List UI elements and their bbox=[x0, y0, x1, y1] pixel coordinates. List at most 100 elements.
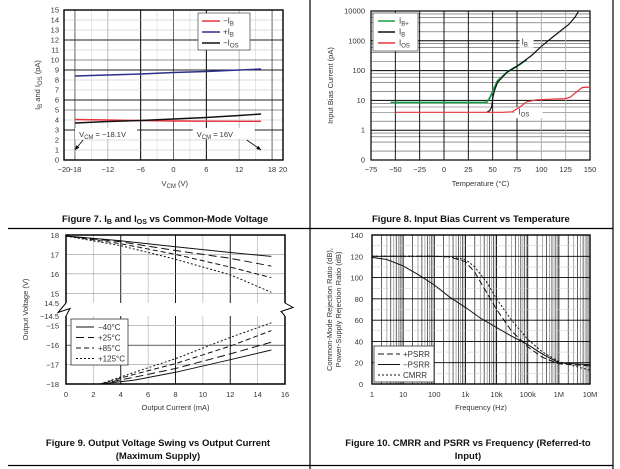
annotation-background bbox=[514, 107, 543, 119]
annotation-ios-sub: OS bbox=[521, 112, 530, 118]
plot-frame bbox=[63, 9, 284, 161]
series-line-lower bbox=[100, 341, 272, 385]
x-tick-label: 10 bbox=[199, 390, 207, 399]
y-tick-label: 0 bbox=[55, 156, 59, 165]
legend-entry: IB+ bbox=[399, 17, 409, 28]
y-tick-label: −16 bbox=[46, 341, 59, 350]
y-tick-label: 2 bbox=[55, 136, 59, 145]
x-tick-label: −6 bbox=[136, 165, 145, 174]
annotation-vcm-part: = 16V bbox=[211, 130, 233, 139]
annotation-arrowhead bbox=[256, 145, 262, 150]
y-tick-label: 100 bbox=[352, 66, 365, 75]
x-tick-label: 6 bbox=[146, 390, 150, 399]
y-tick-label: 1 bbox=[361, 126, 365, 135]
x-axis-label-part: V bbox=[162, 179, 167, 188]
legend-entry-part: I bbox=[399, 17, 401, 26]
y-axis-label-sub: OS bbox=[38, 76, 44, 85]
x-tick-label: 150 bbox=[584, 165, 597, 174]
x-tick-label: −75 bbox=[365, 165, 378, 174]
annotation-vcm-sub: CM bbox=[84, 135, 93, 141]
plot-frame bbox=[370, 10, 591, 161]
legend-entry: −40°C bbox=[98, 323, 121, 332]
annotation-vcm-sub: CM bbox=[202, 135, 211, 141]
x-tick-label: 0 bbox=[442, 165, 446, 174]
x-tick-label: 16 bbox=[281, 390, 289, 399]
y-tick-label: −18 bbox=[46, 380, 59, 389]
y-tick-label: 9 bbox=[55, 66, 59, 75]
plot-frame-lower bbox=[65, 316, 286, 385]
y-tick-label: 0 bbox=[359, 380, 363, 389]
x-tick-label: 10 bbox=[399, 390, 407, 399]
series-line-upper bbox=[65, 235, 272, 293]
y-tick-label: 7 bbox=[55, 86, 59, 95]
x-tick-label: 10M bbox=[583, 390, 598, 399]
annotation-background bbox=[519, 35, 534, 48]
y-tick-label: 12 bbox=[51, 36, 59, 45]
figure-caption-line: Figure 9. Output Voltage Swing vs Output… bbox=[46, 438, 271, 449]
legend-entry-part: I bbox=[399, 28, 401, 37]
figure-caption-part: Figure 7. I bbox=[62, 214, 107, 225]
x-axis-label: Frequency (Hz) bbox=[455, 403, 507, 412]
series-line-upper bbox=[65, 235, 272, 267]
x-tick-label: 12 bbox=[235, 165, 243, 174]
y-tick-label: 18 bbox=[51, 231, 59, 240]
y-tick-label: 1 bbox=[55, 146, 59, 155]
y-tick-label: 60 bbox=[355, 316, 363, 325]
y-tick-label: 120 bbox=[350, 252, 363, 261]
x-tick-label: 12 bbox=[226, 390, 234, 399]
legend-entry: −PSRR bbox=[403, 361, 430, 370]
y-tick-label: 1000 bbox=[348, 36, 365, 45]
y-axis-label-part: I bbox=[33, 108, 42, 110]
series-line bbox=[74, 113, 262, 124]
legend-entry-sub: OS bbox=[230, 44, 239, 50]
x-tick-label: 1k bbox=[461, 390, 469, 399]
y-tick-label: 17 bbox=[51, 250, 59, 259]
y-tick-label: 15 bbox=[51, 289, 59, 298]
annotation-ios: IOS bbox=[518, 107, 529, 118]
x-tick-label: 25 bbox=[464, 165, 472, 174]
series-line-upper bbox=[65, 235, 272, 279]
legend-entry-part: −I bbox=[223, 39, 230, 48]
y-tick-label: 140 bbox=[350, 231, 363, 240]
x-tick-label: 0 bbox=[64, 390, 68, 399]
figure-caption-sub: B bbox=[107, 219, 112, 226]
y-tick-label: 10000 bbox=[344, 7, 365, 16]
y-axis-label: IB and IOS (pA) bbox=[33, 60, 44, 110]
legend-entry: +PSRR bbox=[403, 350, 430, 359]
y-tick-label: 16 bbox=[51, 270, 59, 279]
x-tick-label: 1 bbox=[370, 390, 374, 399]
annotation-background bbox=[192, 128, 255, 139]
figure-caption-line: Input) bbox=[455, 451, 481, 462]
figure-caption-part: vs Common-Mode Voltage bbox=[147, 214, 268, 225]
series-line bbox=[390, 59, 528, 104]
annotation-ios-part: I bbox=[518, 107, 520, 116]
x-tick-label: 20 bbox=[279, 165, 287, 174]
axis-break-left bbox=[56, 302, 72, 317]
figure-caption: Figure 8. Input Bias Current vs Temperat… bbox=[372, 214, 570, 225]
x-tick-label: −18 bbox=[69, 165, 82, 174]
figure-caption-part: and I bbox=[112, 214, 137, 225]
legend-entry-sub: B bbox=[230, 22, 234, 28]
y-axis-label-line: Power-Supply Rejection Ratio (dB) bbox=[334, 251, 343, 367]
legend-entry: +85°C bbox=[98, 344, 121, 353]
annotation-ib-part: I bbox=[522, 38, 524, 47]
x-tick-label: 75 bbox=[513, 165, 521, 174]
x-tick-label: 50 bbox=[488, 165, 496, 174]
x-tick-label: 14 bbox=[253, 390, 261, 399]
x-tick-label: 100 bbox=[535, 165, 548, 174]
x-axis-label: VCM (V) bbox=[162, 179, 189, 190]
plot-frame bbox=[371, 234, 591, 385]
y-tick-label: 3 bbox=[55, 126, 59, 135]
legend-entry: +IB bbox=[223, 28, 234, 39]
legend-entry-sub: B+ bbox=[401, 22, 409, 28]
x-tick-label: −50 bbox=[389, 165, 402, 174]
y-tick-label: 5 bbox=[55, 106, 59, 115]
y-tick-label: 40 bbox=[355, 337, 363, 346]
legend-entry: IB bbox=[399, 28, 405, 39]
annotation-ib-sub: B bbox=[524, 43, 528, 49]
figure-caption-line: (Maximum Supply) bbox=[116, 451, 200, 462]
x-tick-label: 4 bbox=[119, 390, 123, 399]
